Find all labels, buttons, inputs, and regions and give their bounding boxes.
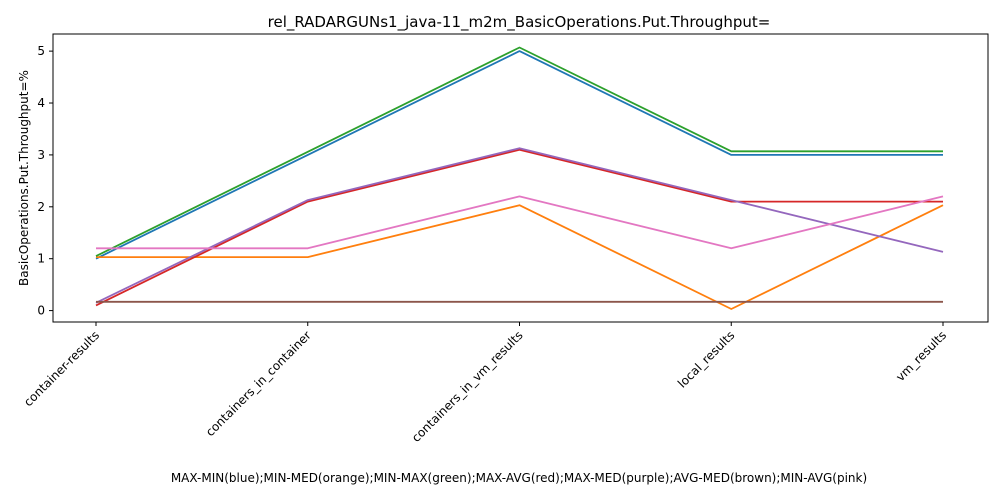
- y-axis-label: BasicOperations.Put.Throughput=%: [17, 70, 31, 286]
- series-line-1: [96, 204, 944, 310]
- y-tick-label: 5: [37, 44, 45, 58]
- series-line-3: [95, 148, 943, 307]
- y-tick-label: 4: [37, 96, 45, 110]
- plot-area: [95, 46, 944, 310]
- plot-frame: [52, 33, 989, 323]
- series-line-4: [95, 147, 944, 304]
- x-axis-label: MAX-MIN(blue);MIN-MED(orange);MIN-MAX(gr…: [171, 471, 867, 485]
- chart-title: rel_RADARGUNs1_java-11_m2m_BasicOperatio…: [268, 13, 771, 32]
- y-tick-label: 2: [37, 200, 45, 214]
- series-line-0: [95, 50, 943, 260]
- y-tick-label: 3: [37, 148, 45, 162]
- y-tick-label: 1: [37, 252, 45, 266]
- y-tick-label: 0: [37, 304, 45, 318]
- series-line-2: [95, 46, 943, 257]
- series-line-6: [96, 195, 944, 250]
